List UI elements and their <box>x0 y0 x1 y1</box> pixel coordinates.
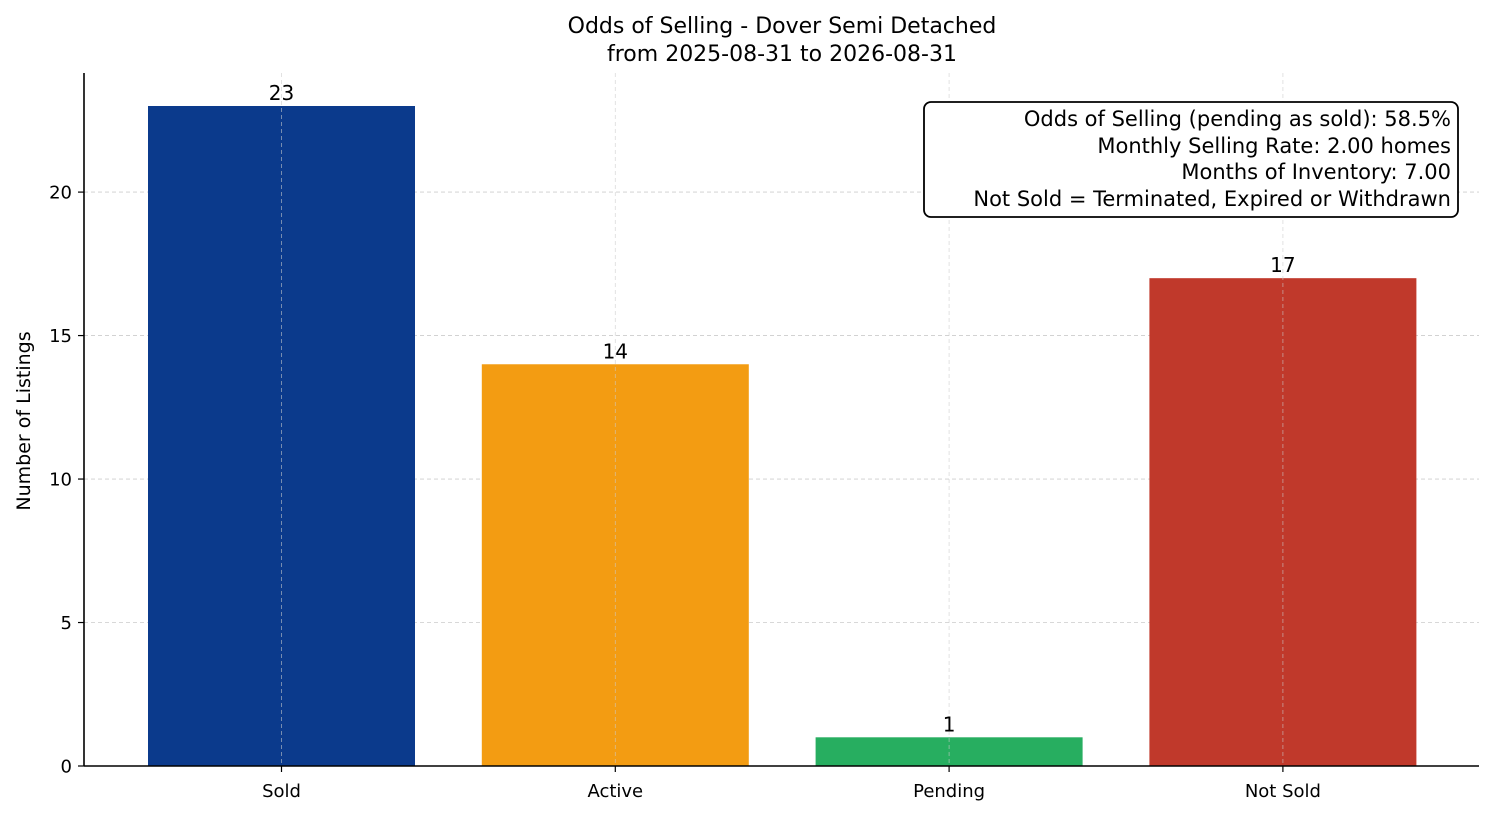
value-label-active: 14 <box>603 339 628 363</box>
chart-title: Odds of Selling - Dover Semi Detached <box>568 14 997 39</box>
y-tick-label: 5 <box>61 613 72 634</box>
bar-sold <box>148 106 415 766</box>
x-tick-label-active: Active <box>587 781 643 802</box>
value-label-sold: 23 <box>269 81 294 105</box>
x-tick-label-not-sold: Not Sold <box>1245 781 1321 802</box>
annotation-line-inventory: Months of Inventory: 7.00 <box>1181 160 1451 184</box>
axes <box>83 73 1479 767</box>
y-tick-label: 15 <box>49 326 72 347</box>
y-tick-label: 10 <box>49 470 72 491</box>
x-tick-label-pending: Pending <box>913 781 985 802</box>
annotation-line-rate: Monthly Selling Rate: 2.00 homes <box>1097 134 1451 158</box>
x-tick-label-sold: Sold <box>262 781 301 802</box>
annotation-box: Odds of Selling (pending as sold): 58.5%… <box>923 101 1459 218</box>
y-axis-label: Number of Listings <box>13 331 35 510</box>
value-label-not-sold: 17 <box>1270 253 1295 277</box>
value-labels: 23 14 1 17 <box>269 81 1296 736</box>
annotation-box-frame <box>923 101 1459 218</box>
value-label-pending: 1 <box>943 712 956 736</box>
ticks: 0 5 10 15 20 Sold Active Pending Not Sold <box>49 183 1321 802</box>
y-tick-label: 0 <box>61 757 72 778</box>
annotation-line-note: Not Sold = Terminated, Expired or Withdr… <box>973 187 1451 211</box>
chart-subtitle: from 2025-08-31 to 2026-08-31 <box>607 42 957 67</box>
annotation-line-odds: Odds of Selling (pending as sold): 58.5% <box>1024 107 1451 131</box>
y-tick-label: 20 <box>49 183 72 204</box>
